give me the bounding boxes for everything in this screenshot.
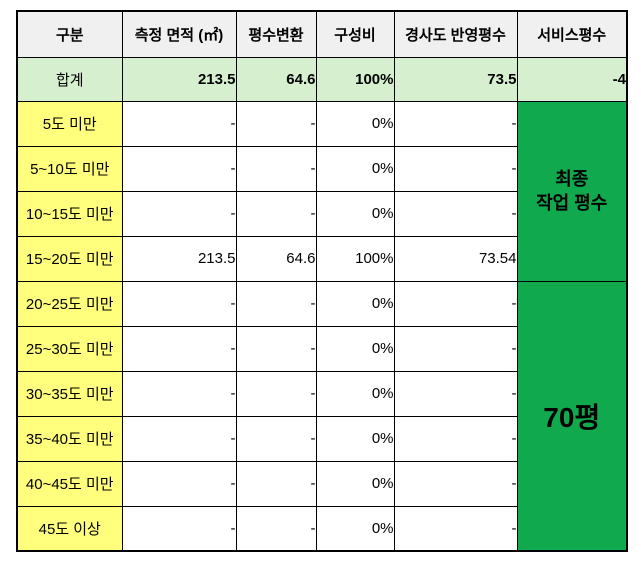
cell-pyeong: - xyxy=(235,325,317,372)
header-composition-ratio: 구성비 xyxy=(315,10,395,58)
row-label: 10~15도 미만 xyxy=(16,190,123,237)
cell-ratio: 0% xyxy=(315,415,395,462)
final-pyeong-merged-cell: 70평 xyxy=(516,280,628,552)
cell-pyeong: - xyxy=(235,145,317,192)
header-slope-adjusted-pyeong: 경사도 반영평수 xyxy=(393,10,518,58)
table-row: 30~35도 미만 - - 0% - xyxy=(16,370,627,417)
row-label: 30~35도 미만 xyxy=(16,370,123,417)
row-label: 15~20도 미만 xyxy=(16,235,123,282)
total-row: 합계 213.5 64.6 100% 73.5 -4 xyxy=(16,56,628,102)
cell-pyeong: - xyxy=(235,280,317,327)
table-row: 15~20도 미만 213.5 64.6 100% 73.54 xyxy=(16,235,627,282)
cell-ratio: 0% xyxy=(315,280,395,327)
cell-ratio: 0% xyxy=(315,460,395,507)
cell-slope-pyeong: - xyxy=(393,100,518,147)
cell-ratio: 0% xyxy=(315,190,395,237)
header-row: 구분 측정 면적 (㎡) 평수변환 구성비 경사도 반영평수 서비스평수 xyxy=(16,10,628,58)
cell-area: - xyxy=(121,145,237,192)
cell-slope-pyeong: - xyxy=(393,325,518,372)
cell-slope-pyeong: - xyxy=(393,145,518,192)
cell-pyeong: 64.6 xyxy=(235,235,317,282)
total-slope-pyeong: 73.5 xyxy=(393,56,518,102)
cell-slope-pyeong: - xyxy=(393,460,518,507)
cell-area: - xyxy=(121,190,237,237)
cell-ratio: 0% xyxy=(315,145,395,192)
cell-slope-pyeong: - xyxy=(393,370,518,417)
total-area: 213.5 xyxy=(121,56,237,102)
cell-slope-pyeong: 73.54 xyxy=(393,235,518,282)
header-category: 구분 xyxy=(16,10,123,58)
cell-area: - xyxy=(121,505,237,552)
row-label: 5도 미만 xyxy=(16,100,123,147)
total-pyeong: 64.6 xyxy=(235,56,317,102)
cell-pyeong: - xyxy=(235,100,317,147)
cell-slope-pyeong: - xyxy=(393,505,518,552)
row-label: 35~40도 미만 xyxy=(16,415,123,462)
slope-pyeong-table: 구분 측정 면적 (㎡) 평수변환 구성비 경사도 반영평수 서비스평수 합계 … xyxy=(16,10,628,552)
header-pyeong-conversion: 평수변환 xyxy=(235,10,317,58)
row-label: 5~10도 미만 xyxy=(16,145,123,192)
row-label: 25~30도 미만 xyxy=(16,325,123,372)
row-label: 40~45도 미만 xyxy=(16,460,123,507)
total-label: 합계 xyxy=(16,56,123,102)
cell-ratio: 0% xyxy=(315,325,395,372)
cell-pyeong: - xyxy=(235,460,317,507)
cell-area: - xyxy=(121,100,237,147)
total-service-pyeong: -4 xyxy=(516,56,628,102)
row-label: 20~25도 미만 xyxy=(16,280,123,327)
cell-area: - xyxy=(121,460,237,507)
cell-pyeong: - xyxy=(235,370,317,417)
cell-slope-pyeong: - xyxy=(393,415,518,462)
cell-slope-pyeong: - xyxy=(393,190,518,237)
table-row: 5도 미만 - - 0% - 최종 작업 평수 xyxy=(16,100,628,282)
row-label: 45도 이상 xyxy=(16,505,123,552)
cell-area: 213.5 xyxy=(121,235,237,282)
header-measured-area: 측정 면적 (㎡) xyxy=(121,10,237,58)
table-row: 45도 이상 - - 0% - xyxy=(16,505,627,552)
cell-area: - xyxy=(121,415,237,462)
total-ratio: 100% xyxy=(315,56,395,102)
cell-ratio: 0% xyxy=(315,505,395,552)
header-service-pyeong: 서비스평수 xyxy=(516,10,628,58)
table-row: 40~45도 미만 - - 0% - xyxy=(16,460,627,507)
cell-area: - xyxy=(121,280,237,327)
cell-area: - xyxy=(121,370,237,417)
cell-slope-pyeong: - xyxy=(393,280,518,327)
final-work-pyeong-merged-cell: 최종 작업 평수 xyxy=(516,100,628,282)
cell-ratio: 100% xyxy=(315,235,395,282)
cell-area: - xyxy=(121,325,237,372)
table-row: 20~25도 미만 - - 0% - 70평 xyxy=(16,280,628,552)
cell-pyeong: - xyxy=(235,190,317,237)
cell-pyeong: - xyxy=(235,415,317,462)
table-row: 5~10도 미만 - - 0% - xyxy=(16,145,627,192)
table-row: 35~40도 미만 - - 0% - xyxy=(16,415,627,462)
cell-ratio: 0% xyxy=(315,370,395,417)
cell-ratio: 0% xyxy=(315,100,395,147)
cell-pyeong: - xyxy=(235,505,317,552)
